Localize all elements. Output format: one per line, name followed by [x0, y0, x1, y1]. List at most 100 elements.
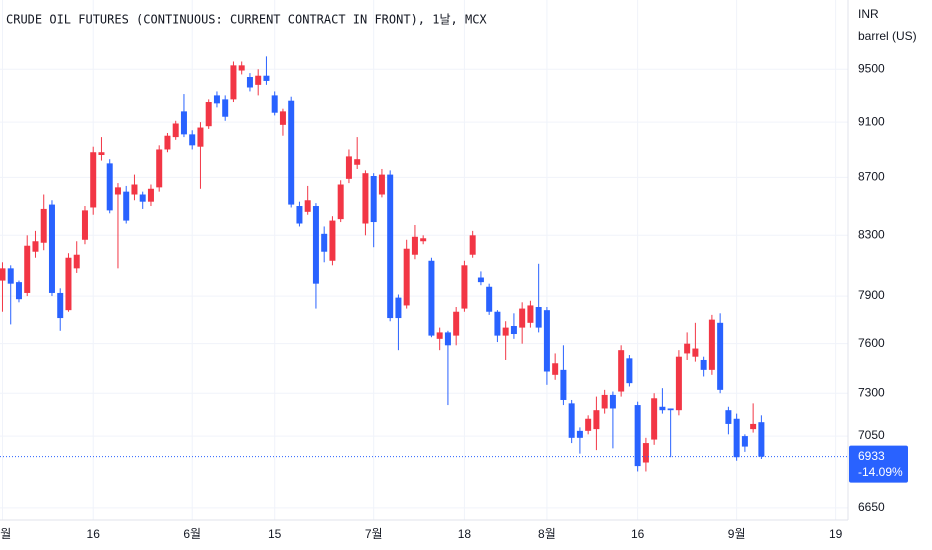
candle-body	[370, 176, 377, 223]
candle-body	[420, 238, 427, 242]
candle-body	[576, 430, 583, 438]
candle-body	[172, 123, 179, 138]
x-tick-label: 7월	[365, 527, 383, 541]
axes: 6650 7050 7300 7600 7900 8300 8700 9100 9500 5월 16…	[0, 61, 908, 541]
candle-body	[758, 422, 765, 457]
candle-body	[189, 134, 196, 146]
candle-body	[40, 208, 47, 243]
candle-body	[65, 257, 72, 311]
candle-body	[48, 204, 55, 293]
y-tick-label: 7050	[858, 428, 885, 442]
candle-body	[24, 245, 31, 293]
candle-body	[73, 254, 80, 269]
currency-label: INR	[858, 7, 879, 21]
candle-body	[552, 363, 559, 375]
candle-body	[543, 310, 550, 372]
y-tick-label: 8300	[858, 227, 885, 241]
candle-body	[180, 111, 187, 135]
candle-body	[0, 268, 6, 281]
last-price-change: -14.09%	[858, 465, 903, 479]
candle-body	[98, 152, 105, 156]
candle-body	[651, 398, 658, 440]
candle-body	[337, 184, 344, 220]
x-tick-label: 6월	[183, 527, 201, 541]
candle-body	[411, 236, 418, 255]
candle-body	[205, 102, 212, 127]
candle-body	[750, 423, 757, 430]
unit-label: barrel (US)	[858, 29, 917, 43]
candle-body	[601, 394, 608, 409]
candle-body	[156, 149, 163, 188]
chart-title: CRUDE OIL FUTURES (CONTINUOUS: CURRENT C…	[6, 13, 487, 27]
grid	[0, 0, 848, 520]
candle-body	[527, 305, 534, 323]
candle-body	[502, 327, 509, 336]
candle-body	[453, 311, 460, 336]
candle-body	[147, 188, 154, 202]
candle-body	[329, 220, 336, 261]
x-tick-label: 16	[631, 527, 645, 541]
candle-body	[741, 436, 748, 447]
y-tick-label: 9500	[858, 61, 885, 75]
candle-body	[139, 194, 146, 202]
candle-body	[15, 282, 22, 300]
candle-body	[585, 418, 592, 431]
candle-body	[230, 65, 237, 100]
candle-body	[362, 173, 369, 224]
candle-body	[114, 187, 121, 195]
candle-body	[618, 350, 625, 392]
candle-body	[725, 410, 732, 424]
x-tick-label: 15	[268, 527, 282, 541]
candle-body	[131, 184, 138, 195]
candle-body	[568, 403, 575, 438]
candle-body	[609, 394, 616, 409]
candle-body	[213, 95, 220, 104]
candle-body	[642, 443, 649, 463]
candle-body	[469, 235, 476, 255]
candle-body	[106, 163, 113, 211]
candle-body	[354, 159, 361, 165]
candle-body	[675, 356, 682, 411]
candle-body	[692, 348, 699, 357]
x-tick-label: 19	[829, 527, 843, 541]
candle-body	[246, 77, 253, 88]
candle-body	[32, 241, 39, 252]
candle-body	[312, 206, 319, 284]
candle-body	[123, 191, 130, 221]
candle-body	[436, 332, 443, 339]
x-tick-label: 5월	[0, 527, 11, 541]
candle-body	[271, 95, 278, 113]
candle-body	[461, 265, 468, 309]
x-tick-label: 9월	[728, 527, 746, 541]
candle-body	[593, 410, 600, 430]
candle-body	[345, 156, 352, 179]
candle-body	[395, 297, 402, 319]
candle-body	[510, 326, 517, 335]
y-tick-label: 7900	[858, 288, 885, 302]
candle-body	[659, 406, 666, 411]
candle-body	[403, 248, 410, 306]
candle-body	[519, 308, 526, 328]
candle-body	[238, 65, 245, 71]
candle-body	[667, 408, 674, 411]
candle-body	[7, 268, 14, 284]
candle-body	[634, 405, 641, 467]
candle-body	[164, 135, 171, 150]
candles	[0, 56, 848, 472]
candle-body	[81, 210, 88, 240]
candle-body	[90, 152, 97, 208]
y-tick-label: 9100	[858, 114, 885, 128]
candle-body	[197, 127, 204, 147]
last-price-box	[849, 445, 908, 483]
y-tick-label: 6650	[858, 500, 885, 514]
candle-body	[279, 111, 286, 125]
y-tick-label: 8700	[858, 170, 885, 184]
y-tick-label: 7600	[858, 336, 885, 350]
candle-body	[708, 319, 715, 370]
candle-body	[494, 311, 501, 336]
x-tick-label: 16	[87, 527, 101, 541]
candle-body	[626, 358, 633, 384]
candle-body	[255, 75, 262, 85]
